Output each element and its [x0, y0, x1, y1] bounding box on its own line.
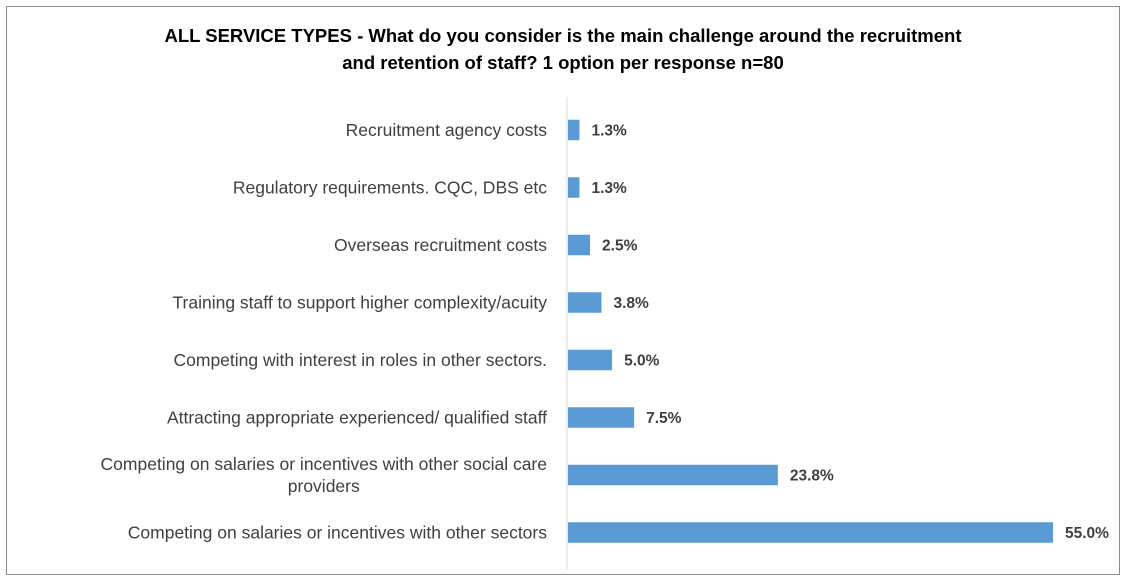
data-label: 2.5%	[602, 238, 638, 255]
category-label: Competing with interest in roles in othe…	[174, 350, 548, 370]
category-label: Competing on salaries or incentives with…	[101, 454, 547, 474]
bar	[568, 119, 580, 141]
data-label: 23.8%	[790, 468, 834, 485]
data-label: 55.0%	[1065, 525, 1109, 542]
data-label: 1.3%	[591, 180, 627, 197]
category-label: Overseas recruitment costs	[334, 235, 547, 255]
bar	[568, 464, 778, 486]
category-label: Regulatory requirements. CQC, DBS etc	[233, 178, 547, 198]
bar	[568, 522, 1053, 543]
category-label: Attracting appropriate experienced/ qual…	[167, 408, 547, 428]
data-label: 3.8%	[614, 295, 650, 312]
category-label: Training staff to support higher complex…	[173, 293, 548, 313]
data-label: 5.0%	[624, 353, 660, 370]
data-label: 1.3%	[591, 123, 627, 140]
chart-title-line-1: ALL SERVICE TYPES - What do you consider…	[164, 25, 962, 46]
bar	[568, 177, 580, 198]
chart-frame	[6, 6, 1120, 575]
bar	[568, 234, 591, 256]
chart-title-line-2: and retention of staff? 1 option per res…	[342, 52, 784, 73]
data-label: 7.5%	[646, 410, 682, 427]
category-label: providers	[288, 476, 360, 496]
bar	[568, 349, 613, 371]
bar	[568, 292, 602, 313]
bar	[568, 407, 635, 428]
category-label: Recruitment agency costs	[346, 120, 548, 140]
chart-title: ALL SERVICE TYPES - What do you consider…	[0, 22, 1126, 76]
category-label: Competing on salaries or incentives with…	[128, 523, 547, 543]
